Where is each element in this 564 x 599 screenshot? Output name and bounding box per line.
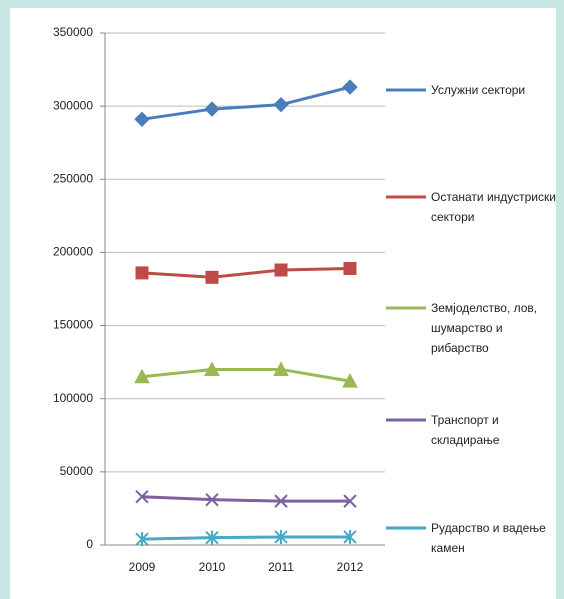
legend-label: Услужни сектори <box>431 83 526 97</box>
y-tick-label: 350000 <box>53 25 93 39</box>
marker <box>134 111 150 128</box>
legend-label: Рударство и вадење камен <box>431 521 546 555</box>
series-line <box>141 267 351 279</box>
marker <box>274 263 288 277</box>
legend-key <box>386 195 426 199</box>
y-tick-label: 300000 <box>53 98 93 112</box>
legend-label: Останати индустриски сектори <box>431 190 556 224</box>
marker <box>205 530 219 545</box>
marker <box>205 492 219 507</box>
marker <box>342 79 358 95</box>
marker <box>134 368 150 384</box>
y-tick-label: 250000 <box>53 171 93 185</box>
marker <box>135 490 149 504</box>
marker <box>135 266 149 280</box>
marker <box>274 529 288 544</box>
legend-key <box>386 526 426 530</box>
y-tick-label: 150000 <box>53 318 93 332</box>
x-tick-label: 2011 <box>268 560 294 574</box>
y-tick-label: 100000 <box>53 391 93 405</box>
legend-key <box>386 306 426 310</box>
y-tick-label: 50000 <box>60 464 94 478</box>
legend-item: Земјоделство, лов, шумарство и рибарство <box>385 298 560 358</box>
marker <box>273 96 289 113</box>
legend-item: Останати индустриски сектори <box>385 187 560 227</box>
marker <box>343 494 357 508</box>
marker <box>204 101 220 117</box>
y-tick-label: 200000 <box>53 245 93 259</box>
marker <box>343 529 357 544</box>
legend-label: Земјоделство, лов, шумарство и рибарство <box>431 301 538 355</box>
marker <box>343 262 357 276</box>
legend-label: Транспорт и складирање <box>431 413 500 447</box>
legend-item: Рударство и вадење камен <box>385 518 560 558</box>
marker <box>274 494 288 508</box>
legend-item: Услужни сектори <box>385 80 560 100</box>
legend-key <box>386 88 426 92</box>
series-line <box>141 495 350 503</box>
series-line <box>141 85 351 121</box>
x-tick-label: 2012 <box>337 560 364 574</box>
marker <box>205 270 219 284</box>
x-tick-label: 2009 <box>129 560 156 574</box>
series-line <box>141 535 350 541</box>
marker <box>204 361 220 376</box>
x-tick-label: 2010 <box>199 560 226 574</box>
marker <box>135 532 149 547</box>
marker <box>342 373 358 388</box>
legend-item: Транспорт и складирање <box>385 410 560 450</box>
series-line <box>141 367 351 383</box>
marker <box>273 361 289 376</box>
legend-key <box>386 418 426 422</box>
y-tick-label: 0 <box>86 537 93 551</box>
